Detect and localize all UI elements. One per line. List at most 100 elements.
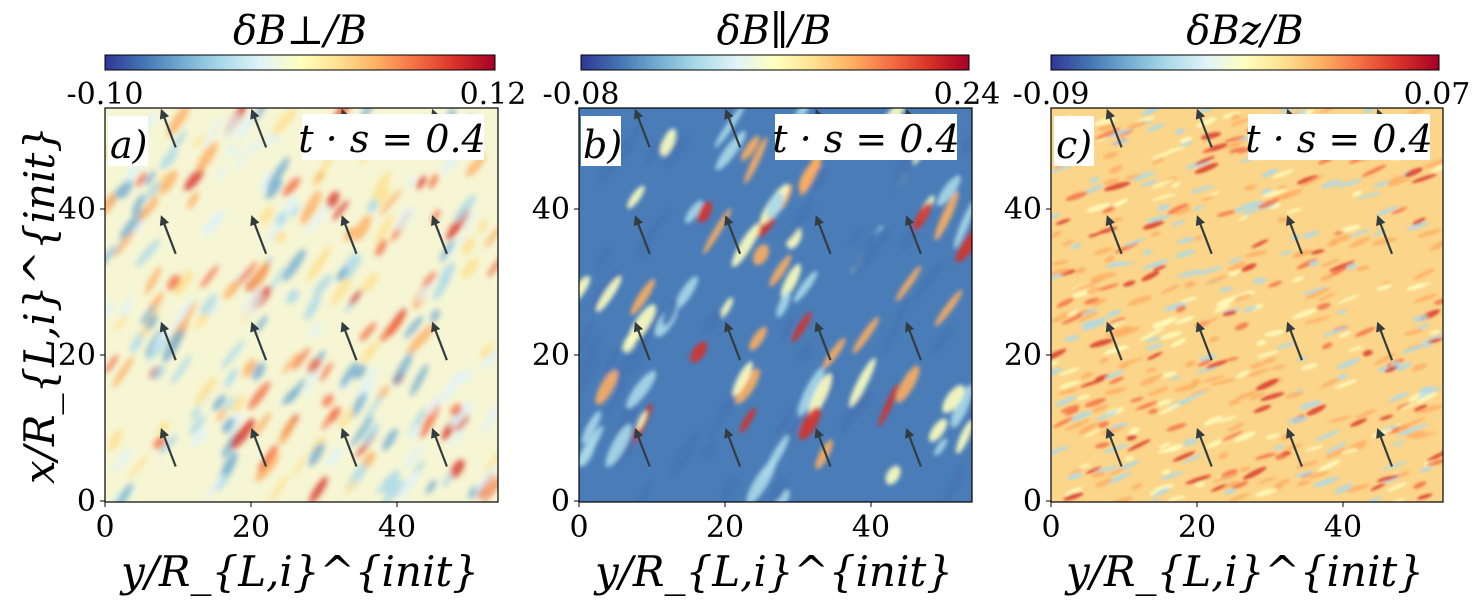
field-stroke bbox=[1411, 432, 1437, 439]
field-stroke bbox=[1152, 264, 1167, 272]
field-stroke bbox=[1069, 410, 1093, 422]
field-stroke bbox=[1273, 445, 1285, 451]
field-stroke bbox=[739, 407, 756, 433]
field-stroke bbox=[848, 226, 864, 248]
field-stroke bbox=[265, 179, 283, 200]
field-stroke bbox=[1242, 466, 1267, 480]
field-stroke bbox=[303, 367, 320, 396]
field-stroke bbox=[1315, 429, 1341, 442]
field-stroke bbox=[602, 379, 628, 420]
field-stroke bbox=[797, 367, 825, 416]
field-stroke bbox=[702, 208, 732, 255]
field-arrow bbox=[159, 427, 177, 467]
field-stroke bbox=[798, 407, 821, 440]
field-stroke bbox=[459, 369, 472, 385]
field-stroke bbox=[254, 453, 280, 482]
field-stroke bbox=[152, 364, 166, 380]
field-stroke bbox=[230, 418, 256, 450]
field-stroke bbox=[1402, 423, 1429, 434]
field-stroke bbox=[1135, 401, 1158, 411]
field-stroke bbox=[1091, 298, 1107, 307]
field-stroke bbox=[189, 415, 206, 435]
field-stroke bbox=[791, 311, 812, 343]
field-stroke bbox=[1305, 445, 1324, 452]
field-stroke bbox=[1159, 471, 1185, 480]
field-stroke bbox=[591, 267, 621, 310]
field-stroke bbox=[1185, 474, 1212, 485]
field-stroke bbox=[166, 108, 190, 137]
colorbar-min-c: -0.09 bbox=[1013, 77, 1090, 112]
field-stroke bbox=[135, 172, 147, 187]
field-stroke bbox=[272, 108, 297, 136]
field-stroke bbox=[636, 237, 653, 261]
field-stroke bbox=[371, 170, 392, 202]
field-stroke bbox=[361, 341, 379, 364]
field-arrow bbox=[633, 321, 651, 361]
field-stroke bbox=[885, 465, 901, 485]
field-stroke bbox=[481, 403, 498, 434]
field-stroke bbox=[1171, 182, 1181, 188]
field-stroke bbox=[930, 322, 955, 357]
field-stroke bbox=[1196, 366, 1219, 373]
field-stroke bbox=[862, 228, 887, 262]
field-stroke bbox=[1296, 479, 1311, 487]
field-stroke bbox=[216, 406, 228, 422]
field-stroke bbox=[1300, 174, 1324, 188]
field-stroke bbox=[206, 208, 227, 235]
field-stroke bbox=[1220, 430, 1244, 442]
field-stroke bbox=[596, 275, 622, 313]
field-stroke bbox=[196, 141, 218, 173]
field-stroke bbox=[1099, 357, 1109, 364]
field-stroke bbox=[1145, 214, 1171, 223]
field-stroke bbox=[282, 176, 301, 197]
field-stroke bbox=[1156, 398, 1173, 406]
field-stroke bbox=[769, 254, 792, 287]
field-stroke bbox=[714, 108, 745, 148]
field-stroke bbox=[1126, 120, 1148, 130]
colorbar-max-b: 0.24 bbox=[934, 77, 1001, 112]
field-stroke bbox=[626, 370, 656, 409]
field-stroke bbox=[1182, 453, 1204, 464]
field-stroke bbox=[630, 278, 656, 316]
field-stroke bbox=[1195, 117, 1217, 128]
field-stroke bbox=[1212, 474, 1239, 482]
field-stroke bbox=[797, 342, 814, 363]
xtick-a-40: 40 bbox=[378, 510, 416, 545]
field-stroke bbox=[1174, 206, 1192, 216]
field-stroke bbox=[1417, 404, 1443, 414]
field-stroke bbox=[1354, 326, 1376, 337]
field-stroke bbox=[1103, 181, 1131, 191]
field-stroke bbox=[1373, 180, 1391, 188]
field-stroke bbox=[1103, 345, 1128, 355]
field-stroke bbox=[1400, 344, 1426, 354]
field-stroke bbox=[627, 185, 645, 209]
field-arrow bbox=[905, 215, 922, 255]
field-stroke bbox=[1153, 487, 1170, 496]
field-stroke bbox=[313, 274, 333, 296]
field-stroke bbox=[1391, 440, 1405, 447]
field-stroke bbox=[1304, 287, 1331, 300]
field-stroke bbox=[878, 382, 900, 427]
field-stroke bbox=[1348, 236, 1371, 248]
field-stroke bbox=[579, 425, 604, 469]
field-stroke bbox=[1119, 363, 1130, 370]
field-stroke bbox=[1302, 230, 1319, 239]
field-stroke bbox=[614, 396, 639, 442]
field-stroke bbox=[1329, 234, 1353, 244]
field-stroke bbox=[331, 275, 353, 306]
field-stroke bbox=[1391, 206, 1408, 215]
field-stroke bbox=[234, 139, 254, 171]
field-stroke bbox=[579, 354, 602, 392]
field-stroke bbox=[1230, 118, 1250, 127]
field-stroke bbox=[1194, 162, 1219, 174]
field-stroke bbox=[1364, 496, 1382, 502]
field-stroke bbox=[1205, 359, 1228, 369]
field-stroke bbox=[1224, 488, 1236, 495]
field-stroke bbox=[1174, 315, 1195, 325]
field-stroke bbox=[1388, 391, 1409, 402]
field-stroke bbox=[1413, 404, 1428, 412]
field-stroke bbox=[1091, 471, 1106, 478]
field-stroke bbox=[135, 238, 161, 268]
xtick-b-40: 40 bbox=[852, 510, 890, 545]
